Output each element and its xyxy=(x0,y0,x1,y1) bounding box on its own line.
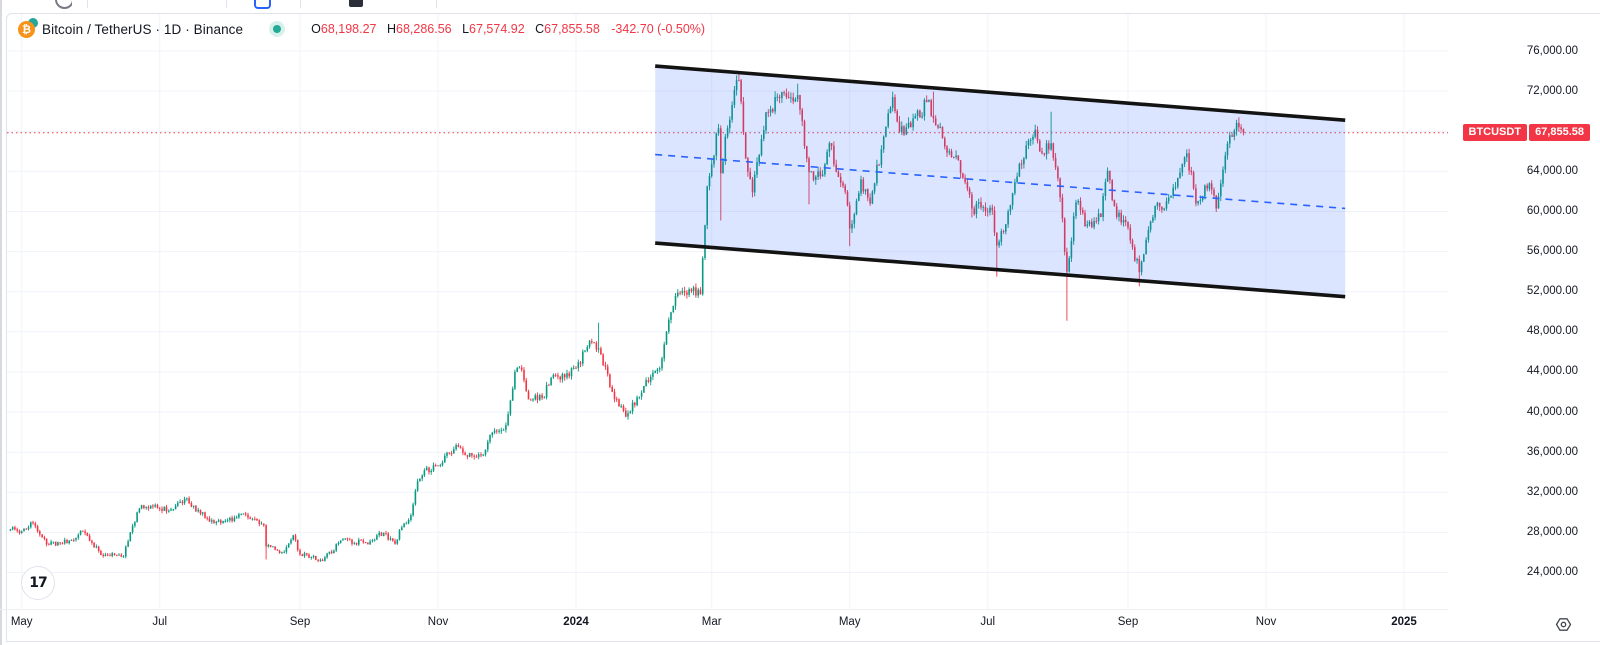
time-tick-label: Nov xyxy=(1255,616,1277,628)
close-label: C xyxy=(535,22,545,36)
price-tick-label: 48,000.00 xyxy=(1526,325,1578,338)
low-label: L xyxy=(462,22,470,36)
price-label-value: 67,855.58 xyxy=(1529,124,1590,141)
symbol-search-icon[interactable] xyxy=(54,0,72,9)
toolbar-separator xyxy=(300,0,301,8)
open-label: O xyxy=(311,22,321,36)
low-value: 67,574.92 xyxy=(469,22,525,36)
price-tick-label: 24,000.00 xyxy=(1526,566,1578,578)
time-tick-label: May xyxy=(838,616,861,628)
chart-panel xyxy=(6,13,1600,642)
price-tick-label: 28,000.00 xyxy=(1526,525,1578,538)
channel-middle-line xyxy=(655,153,1346,210)
time-tick-label: Jul xyxy=(152,616,168,628)
channel-top-line xyxy=(655,64,1346,122)
ohlc-readout: O68,198.27 H68,286.56 L67,574.92 C67,855… xyxy=(311,22,705,36)
price-tick-label: 64,000.00 xyxy=(1526,164,1578,177)
high-value: 68,286.56 xyxy=(396,22,452,36)
symbol-legend[interactable]: ₿ Bitcoin / TetherUS · 1D · Binance O68,… xyxy=(18,18,705,39)
parallel-channel-drawing[interactable] xyxy=(655,64,1346,299)
price-tick-label: 60,000.00 xyxy=(1526,205,1578,217)
price-tick-label: 44,000.00 xyxy=(1526,365,1578,378)
price-tick-label: 72,000.00 xyxy=(1526,84,1578,97)
axis-settings-icon[interactable] xyxy=(1555,616,1572,633)
change-value: -342.70 (-0.50%) xyxy=(611,22,706,36)
compare-icon[interactable] xyxy=(254,0,271,9)
time-tick-label: May xyxy=(10,616,33,628)
price-tick-label: 40,000.00 xyxy=(1526,405,1578,418)
channel-bottom-line xyxy=(655,241,1346,299)
toolbar-separator xyxy=(87,0,88,8)
time-tick-label: 2024 xyxy=(563,616,589,628)
time-tick-label: Mar xyxy=(701,616,722,628)
price-tick-label: 76,000.00 xyxy=(1526,44,1578,57)
tradingview-logo[interactable]: 17 xyxy=(21,566,55,600)
close-value: 67,855.58 xyxy=(544,22,600,36)
candles-layer xyxy=(9,74,1245,563)
symbol-title[interactable]: Bitcoin / TetherUS · 1D · Binance xyxy=(42,21,244,37)
current-price-label: BTCUSDT 67,855.58 xyxy=(1462,124,1590,141)
top-toolbar-fragment xyxy=(0,0,1600,13)
high-label: H xyxy=(386,22,396,36)
open-value: 68,198.27 xyxy=(320,22,377,36)
price-tick-label: 52,000.00 xyxy=(1526,285,1578,298)
time-tick-label: Nov xyxy=(427,616,449,628)
chart-type-icon[interactable] xyxy=(349,0,363,7)
toolbar-separator xyxy=(226,0,227,8)
time-tick-label: Jul xyxy=(980,616,996,628)
time-scale[interactable]: May Jul Sep Nov 2024 Mar May Jul Sep Nov 2025 xyxy=(0,609,1448,641)
price-tick-label: 32,000.00 xyxy=(1526,485,1578,498)
market-status-dot[interactable] xyxy=(269,21,286,37)
time-tick-label: Sep xyxy=(1117,616,1139,628)
time-tick-label: 2025 xyxy=(1391,616,1417,628)
left-edge-border xyxy=(0,0,2,645)
toolbar-separator xyxy=(436,0,437,8)
price-label-symbol: BTCUSDT xyxy=(1462,124,1528,141)
price-tick-label: 36,000.00 xyxy=(1526,445,1578,458)
price-scale[interactable]: BTCUSDT 67,855.58 76,000.00 72,000.00 64,0… xyxy=(1448,0,1600,645)
time-tick-label: Sep xyxy=(289,616,311,628)
price-tick-label: 56,000.00 xyxy=(1526,245,1578,258)
bitcoin-icon: ₿ xyxy=(18,18,38,38)
